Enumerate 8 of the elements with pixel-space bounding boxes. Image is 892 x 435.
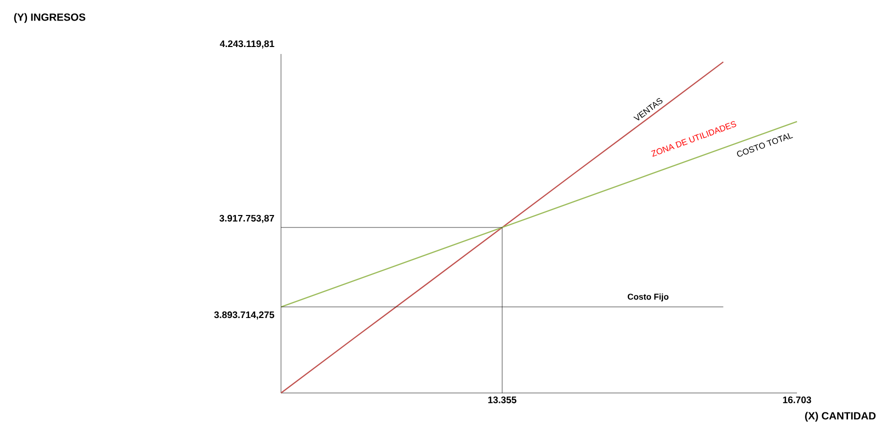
text: 3.893.714,275: [214, 311, 274, 320]
x-axis-title: (X) CANTIDAD: [805, 412, 876, 422]
text: (Y) INGRESOS: [14, 13, 86, 23]
text: 4.243.119,81: [220, 40, 274, 48]
x-tick-label: 16.703: [783, 396, 812, 404]
series-label: Costo Fijo: [628, 293, 668, 302]
x-tick-label: 13.355: [488, 396, 516, 404]
text: 3.917.753,87: [219, 214, 274, 223]
